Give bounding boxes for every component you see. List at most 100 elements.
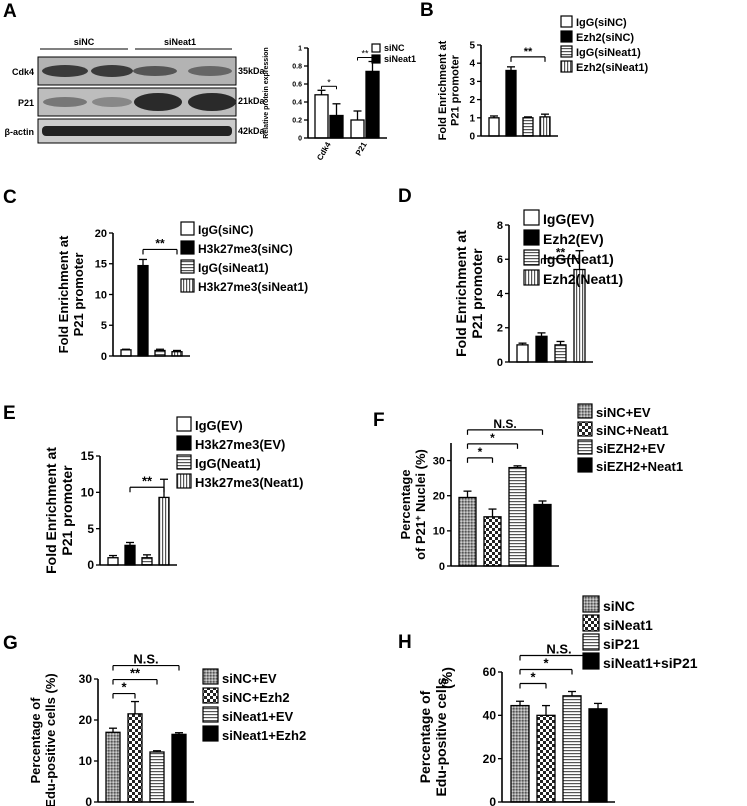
y-axis-label-line: Edu-positive cells (%) [43, 673, 58, 806]
chart-panel-b: 0 1 2 3 4 5 ** Fold Enrichment atP21 promoter Ig… [437, 15, 648, 143]
legend-label: siNC+Neat1 [596, 423, 669, 438]
bar [365, 70, 380, 139]
legend-swatch [180, 278, 195, 293]
blot-band [188, 66, 232, 76]
bar [522, 117, 534, 137]
y-tick-label: 8 [497, 220, 503, 232]
legend-swatch [582, 633, 600, 651]
bar [533, 503, 552, 567]
y-tick-label: 10 [95, 289, 107, 301]
y-tick-label: 1 [469, 113, 475, 124]
legend: siNC+EV siNC+Ezh2 siNeat1+EV siNeat1+Ezh2 [202, 668, 306, 743]
significance-label: ** [142, 473, 153, 488]
panel-a: A siNC siNeat1 Cdk4 P21 β-actin 35kD [3, 1, 266, 144]
bar [127, 713, 143, 803]
blot-band [91, 65, 133, 77]
blot-row-kda-cdk4: 35kDa [238, 66, 266, 76]
y-axis-label: Percentageof P21+ Nuclei (%) [398, 449, 428, 560]
legend-swatch [560, 30, 573, 43]
significance-label: N.S. [546, 642, 571, 657]
bar [120, 349, 132, 357]
panel-letter-h: H [398, 632, 412, 653]
y-tick-label: 30 [79, 672, 93, 686]
bar [137, 264, 149, 357]
y-tick-label: 10 [433, 526, 445, 538]
blot-row-label-beta-actin: β-actin [5, 127, 35, 137]
y-tick-label: 20 [79, 713, 93, 727]
legend-swatch [180, 259, 195, 274]
legend-label: siNC+EV [596, 405, 651, 420]
panel-letter-e: E [3, 403, 16, 424]
y-tick-label: 20 [433, 491, 445, 503]
significance-label: * [478, 445, 483, 459]
bar [562, 695, 582, 803]
blot-band [134, 93, 182, 111]
legend-swatch [202, 668, 219, 685]
legend-label: Ezh2(EV) [543, 231, 604, 247]
significance-label: * [490, 431, 495, 445]
legend-swatch [180, 221, 195, 236]
y-tick-label: 1 [298, 45, 302, 52]
legend-label: siNeat1 [603, 617, 653, 633]
chart-panel-e: 0 5 10 15 ** Fold Enrichment atP21 promoter Ig… [43, 416, 303, 574]
bar [171, 733, 187, 803]
y-axis-label-line: of P21 [413, 521, 428, 560]
blot-group-label-sinc: siNC [74, 37, 95, 47]
legend-swatch [582, 614, 600, 632]
y-axis-label: Percentage ofEdu-positive cells (%) [28, 673, 58, 806]
y-axis-label: Fold Enrichment atP21 promoter [43, 447, 75, 574]
legend-swatch [202, 725, 219, 742]
x-category-label: Cdk4 [315, 140, 333, 162]
panel-letter-c: C [3, 187, 17, 208]
y-tick-label: 10 [81, 486, 95, 500]
y-axis-label-line: Percentage [398, 469, 413, 539]
blot-row-kda-beta-actin: 42kDa [238, 126, 266, 136]
y-axis-label: Fold Enrichment atP21 promoter [56, 235, 86, 353]
bar [124, 544, 136, 566]
legend-label: IgG(siNeat1) [198, 261, 269, 275]
significance-label: ** [130, 666, 141, 681]
legend-swatch [560, 45, 573, 58]
y-tick-label: 40 [483, 709, 497, 723]
bar [154, 349, 166, 357]
legend-label: siNeat1 [384, 54, 416, 64]
significance-label: ** [524, 46, 533, 58]
y-tick-label: 0.2 [292, 117, 302, 124]
y-tick-label: 3 [469, 77, 475, 88]
y-axis-label-line: P21 promoter [59, 465, 75, 556]
bar [458, 496, 477, 567]
y-axis-label-sup: + [413, 516, 423, 521]
panel-letter-b: B [420, 0, 434, 21]
y-tick-label: 6 [497, 254, 503, 266]
legend-label: H3k27me3(Neat1) [195, 475, 303, 490]
significance-label: N.S. [493, 417, 516, 431]
legend-label: H3k27me3(siNC) [198, 242, 293, 256]
legend-label: siEZH2+Neat1 [596, 459, 683, 474]
y-axis-label-line: P21 promoter [450, 54, 462, 126]
legend-label: IgG(siNC) [576, 17, 627, 29]
blot-band [188, 93, 236, 111]
legend-swatch [176, 416, 192, 432]
legend-swatch [371, 43, 381, 53]
y-tick-label: 0 [85, 795, 92, 806]
bar [350, 119, 365, 139]
x-category-label: P21 [354, 140, 369, 157]
y-tick-label: 4 [497, 288, 504, 300]
y-tick-label: 0 [101, 351, 107, 363]
legend-label: IgG(siNeat1) [576, 47, 641, 59]
y-axis-label-line: P21 promoter [469, 248, 485, 339]
y-axis-label-line: Fold Enrichment at [453, 230, 469, 357]
legend-label: Ezh2(siNC) [576, 32, 634, 44]
y-tick-label: 60 [483, 665, 497, 679]
legend-swatch [202, 687, 219, 704]
y-tick-label: 20 [483, 752, 497, 766]
y-tick-label: 0.4 [292, 99, 302, 106]
legend-label: Ezh2(siNeat1) [576, 62, 648, 74]
y-axis-label-suffix: (%) [439, 667, 455, 689]
legend-label: siP21 [603, 636, 640, 652]
significance-label: ** [155, 236, 165, 250]
legend-label: siNC [384, 43, 405, 53]
